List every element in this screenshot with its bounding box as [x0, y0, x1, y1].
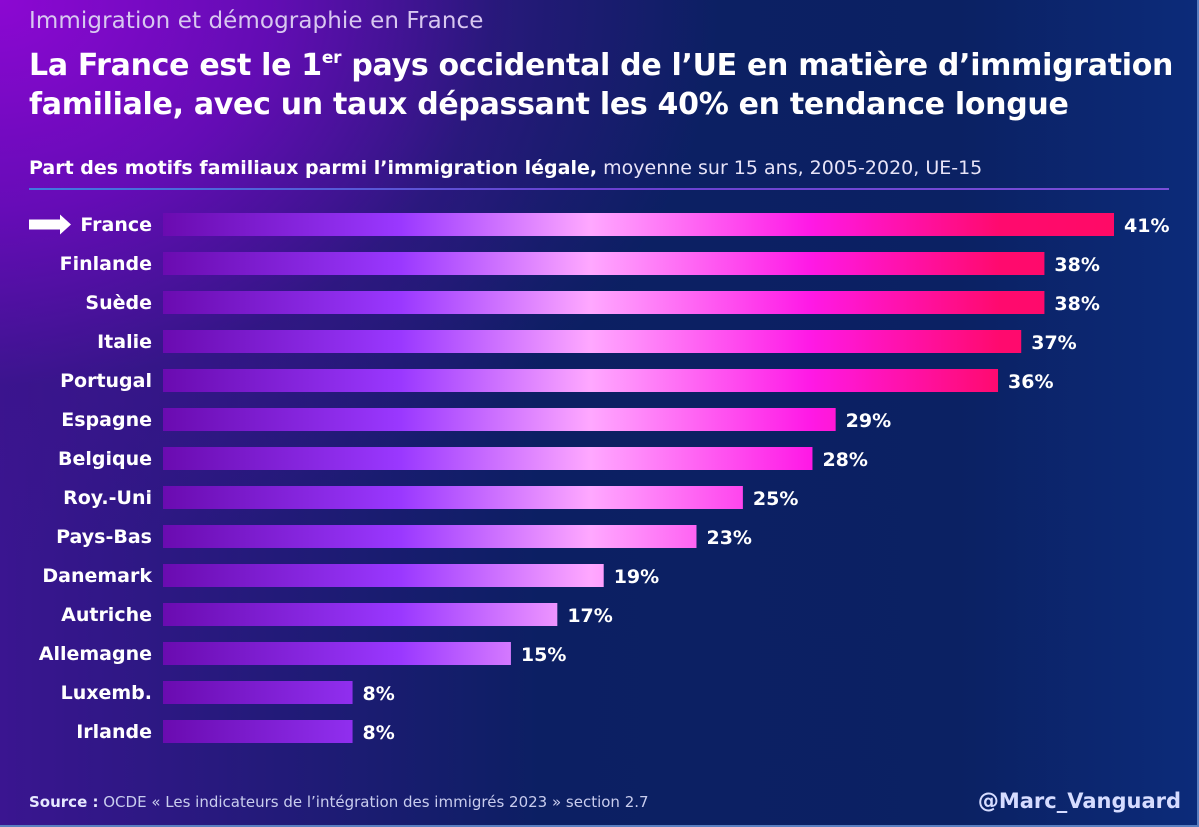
- bar-espagne: [163, 408, 836, 431]
- highlight-arrow-icon: [29, 214, 71, 235]
- title-superscript: er: [321, 48, 342, 68]
- category-label: Autriche: [61, 604, 152, 626]
- category-label: Roy.-Uni: [63, 487, 152, 509]
- value-label: 38%: [1054, 254, 1099, 276]
- title-part-2: pays occidental de l’UE en matière d’imm…: [29, 48, 1174, 122]
- category-label: Luxemb.: [61, 682, 152, 704]
- chart-title: La France est le 1er pays occidental de …: [29, 46, 1179, 124]
- value-label: 8%: [363, 683, 395, 705]
- bar-belgique: [163, 447, 813, 470]
- value-label: 17%: [567, 605, 612, 627]
- bars-group: France 41% Finlande 38% Suède 38% Italie 37% Por…: [29, 213, 1169, 744]
- value-label: 15%: [521, 644, 566, 666]
- kicker-text: Immigration et démographie en France: [29, 8, 484, 34]
- subtitle-bold: Part des motifs familiaux parmi l’immigr…: [29, 157, 598, 179]
- bar-italie: [163, 330, 1022, 353]
- value-label: 25%: [753, 488, 798, 510]
- bar-chart: France 41% Finlande 38% Suède 38% Italie 37% Por…: [29, 213, 1169, 744]
- bar-finlande: [163, 252, 1045, 275]
- chart-subtitle: Part des motifs familiaux parmi l’immigr…: [29, 157, 982, 179]
- category-label: Irlande: [76, 721, 152, 743]
- value-label: 23%: [706, 527, 751, 549]
- bar-france: [163, 213, 1114, 236]
- value-label: 29%: [846, 410, 891, 432]
- category-label: Portugal: [60, 370, 152, 392]
- category-label: Allemagne: [39, 643, 152, 665]
- source-label: Source :: [29, 793, 99, 811]
- bar-danemark: [163, 564, 604, 587]
- value-label: 36%: [1008, 371, 1053, 393]
- value-label: 37%: [1031, 332, 1076, 354]
- bar-pays-bas: [163, 525, 697, 548]
- bar-roy-uni: [163, 486, 743, 509]
- subtitle-divider: [29, 188, 1169, 190]
- category-label: Danemark: [42, 565, 152, 587]
- value-label: 8%: [363, 722, 395, 744]
- category-label: Pays-Bas: [56, 526, 152, 548]
- category-label: Espagne: [61, 409, 152, 431]
- category-label: Italie: [97, 331, 152, 353]
- subtitle-rest: moyenne sur 15 ans, 2005-2020, UE-15: [597, 157, 983, 179]
- bar-irlande: [163, 720, 353, 743]
- value-label: 28%: [822, 449, 867, 471]
- bar-autriche: [163, 603, 558, 626]
- value-label: 19%: [614, 566, 659, 588]
- category-label: Finlande: [60, 253, 152, 275]
- title-part-1: La France est le 1: [29, 48, 322, 83]
- bar-luxemb-: [163, 681, 353, 704]
- source-note: Source : OCDE « Les indicateurs de l’int…: [29, 793, 649, 811]
- bar-su-de: [163, 291, 1045, 314]
- category-label: Belgique: [58, 448, 152, 470]
- source-text: OCDE « Les indicateurs de l’intégration …: [98, 793, 649, 811]
- category-label: Suède: [85, 292, 152, 314]
- bar-allemagne: [163, 642, 511, 665]
- value-label: 41%: [1124, 215, 1169, 237]
- category-label: France: [80, 214, 152, 236]
- value-label: 38%: [1054, 293, 1099, 315]
- author-handle: @Marc_Vanguard: [977, 789, 1181, 813]
- bar-portugal: [163, 369, 999, 392]
